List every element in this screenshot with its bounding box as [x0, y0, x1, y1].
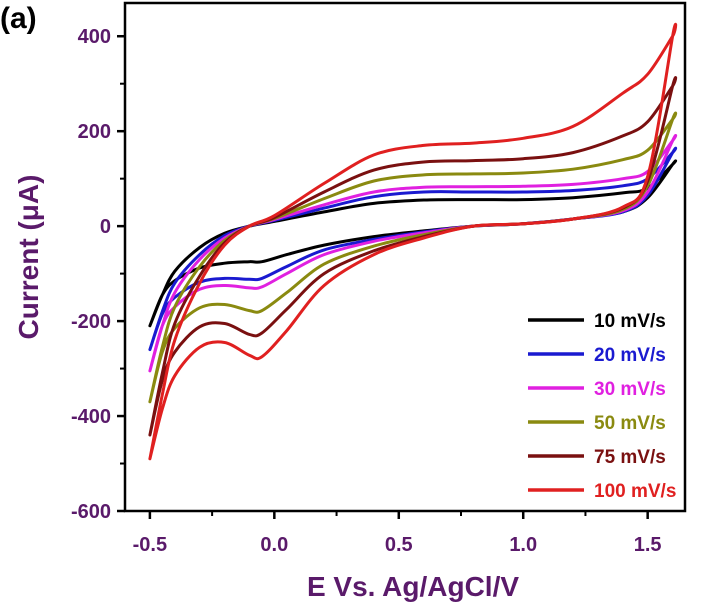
legend-label: 10 mV/s: [594, 311, 666, 332]
x-tick-label: 0.0: [260, 534, 288, 556]
legend-label: 20 mV/s: [594, 345, 666, 366]
series-layer: [148, 22, 678, 461]
series-curve-3: [148, 134, 678, 373]
y-tick-label: -400: [71, 406, 111, 428]
x-tick-label: 1.0: [509, 534, 537, 556]
legend: 10 mV/s 20 mV/s 30 mV/s 50 mV/s 75 mV/s 100 m…: [528, 311, 676, 502]
y-tick-label: -600: [71, 501, 111, 523]
plot-frame: [123, 1, 687, 513]
x-tick-label: -0.5: [133, 534, 167, 556]
y-tick-label: 200: [78, 121, 111, 143]
panel-label: (a): [0, 2, 37, 35]
y-axis-title: Current (μA): [13, 175, 44, 340]
ticks-layer: -0.5 0.0 0.5 1.0 1.5 -600 -400 -200 0 200 400: [71, 26, 662, 556]
y-tick-label: 0: [100, 216, 111, 238]
series-curve-6: [148, 22, 678, 461]
x-tick-label: 0.5: [385, 534, 413, 556]
series-curve-1: [148, 159, 678, 328]
legend-label: 50 mV/s: [594, 413, 666, 434]
x-tick-label: 1.5: [634, 534, 662, 556]
legend-label: 75 mV/s: [594, 447, 666, 468]
y-tick-label: 400: [78, 26, 111, 48]
legend-label: 30 mV/s: [594, 379, 666, 400]
x-axis-title: E Vs. Ag/AgCl/V: [307, 571, 519, 602]
legend-label: 100 mV/s: [594, 481, 676, 502]
y-tick-label: -200: [71, 311, 111, 333]
